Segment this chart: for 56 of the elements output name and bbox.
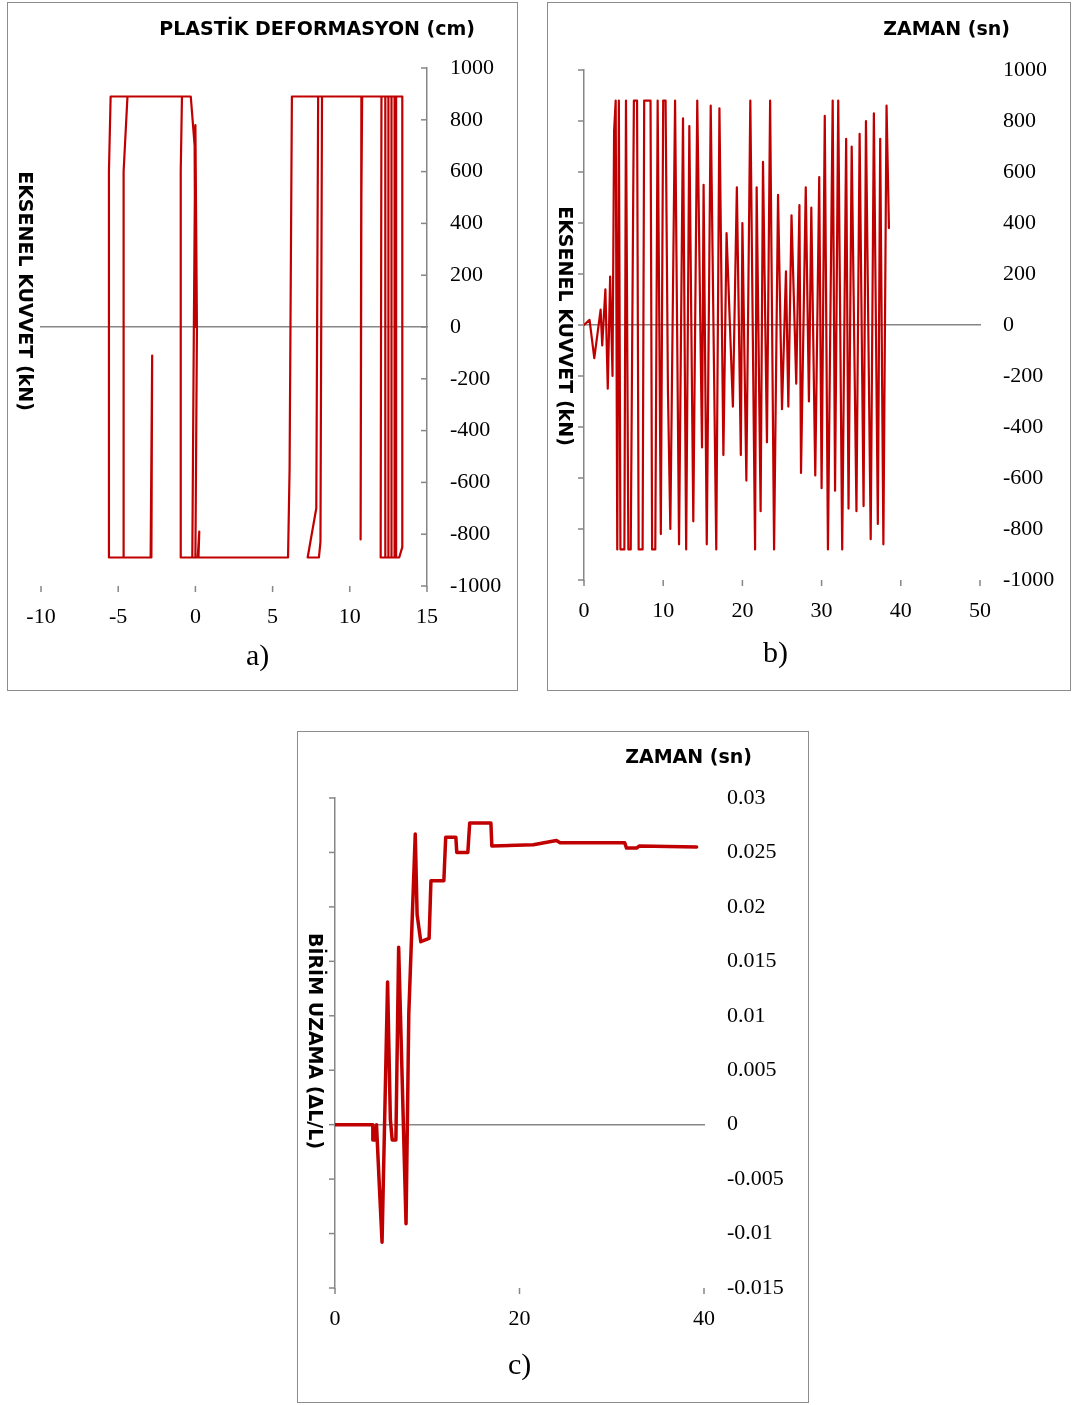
y-tick-label: 400: [1003, 208, 1036, 234]
x-tick-label: 40: [889, 596, 912, 622]
y-tick-label: -200: [450, 364, 491, 390]
y-tick-label: -0.015: [727, 1273, 784, 1299]
y-tick-label: -0.01: [727, 1219, 773, 1245]
y-tick-label: 0.025: [727, 838, 777, 864]
y-tick-label: 0.01: [727, 1001, 766, 1027]
x-tick-label: 50: [969, 596, 991, 622]
y-axis-title: EKSENEL KUVVET (kN): [15, 171, 37, 411]
x-tick-label: 30: [810, 596, 833, 622]
x-tick-label: -10: [26, 602, 56, 628]
y-tick-label: -400: [450, 416, 491, 442]
text: a): [246, 638, 270, 672]
y-tick-label: 600: [1003, 157, 1036, 183]
x-tick-label: 5: [267, 602, 279, 628]
y-tick-label: 200: [1003, 259, 1036, 285]
x-tick-label: 20: [508, 1304, 531, 1330]
x-tick-label: 0: [189, 602, 201, 628]
text: b): [763, 635, 788, 669]
y-tick-label: -1000: [1003, 565, 1055, 591]
y-tick-label: -600: [1003, 463, 1044, 489]
y-tick-label: -800: [450, 519, 491, 545]
y-tick-label: -200: [1003, 361, 1044, 387]
x-axis-title: PLASTİK DEFORMASYON (cm): [159, 17, 475, 39]
y-tick-label: 800: [1003, 106, 1036, 132]
y-tick-label: 0.015: [727, 947, 777, 973]
y-axis-title: BİRİM UZAMA (ΔL/L): [305, 932, 327, 1150]
y-tick-label: 1000: [1003, 55, 1047, 81]
y-tick-label: -0.005: [727, 1164, 784, 1190]
y-tick-label: 1000: [450, 53, 494, 79]
x-axis-title: ZAMAN (sn): [883, 17, 1010, 39]
y-tick-label: 400: [450, 209, 483, 235]
y-tick-label: -1000: [450, 571, 502, 597]
y-tick-label: 200: [450, 260, 483, 286]
y-axis-title: EKSENEL KUVVET (kN): [555, 206, 577, 446]
y-tick-label: 0: [450, 312, 461, 338]
x-tick-label: 40: [693, 1304, 715, 1330]
y-tick-label: 0: [727, 1110, 738, 1136]
y-tick-label: 0.02: [727, 892, 766, 918]
y-tick-label: 0.005: [727, 1056, 777, 1081]
x-axis-title: ZAMAN (sn): [625, 745, 752, 767]
x-tick-label: 10: [652, 596, 675, 622]
x-tick-label: 15: [416, 602, 438, 628]
x-tick-label: 20: [731, 596, 754, 622]
text: c): [508, 1347, 532, 1381]
y-tick-label: 800: [450, 105, 483, 131]
y-tick-label: -800: [1003, 514, 1044, 540]
x-tick-label: 0: [329, 1304, 341, 1330]
y-tick-label: 600: [450, 157, 483, 183]
y-tick-label: 0.03: [727, 783, 766, 809]
y-tick-label: -600: [450, 468, 491, 494]
x-tick-label: -5: [109, 602, 128, 628]
x-tick-label: 10: [338, 602, 361, 628]
y-tick-label: -400: [1003, 412, 1044, 438]
y-tick-label: 0: [1003, 310, 1014, 336]
x-tick-label: 0: [578, 596, 590, 622]
